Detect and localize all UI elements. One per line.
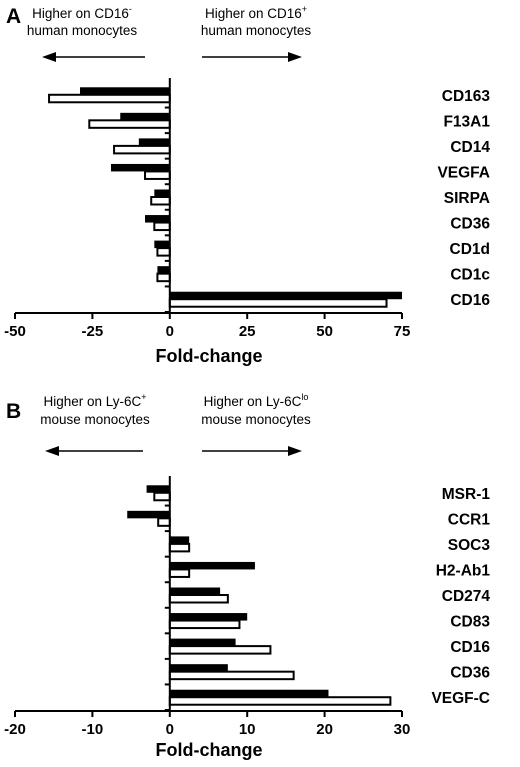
panel-b-bar-filled [169,638,236,647]
panel-b-category-label: CCR1 [448,511,491,528]
panel-a-category-label: CD163 [442,88,491,105]
panel-a-x-tick-label: -25 [82,323,104,340]
panel-a-category-label: CD1d [450,241,490,258]
panel-b-x-tick-label: 10 [239,721,256,738]
panel-a-bar-open [144,170,171,180]
panel-b-bar-open [168,594,229,604]
panel-b-x-tick-label: -10 [82,721,104,738]
panel-b-category-label: CD16 [450,639,490,656]
panel-a-bar-open [168,298,388,308]
panel-a-x-tick-label: 0 [166,323,174,340]
panel-a-plot: CD163 F13A1 CD14 VEGFA SIRPA CD36 CD1d CD1c CD16… [4,78,490,340]
panel-b-bar-open [168,542,191,553]
panel-b-bar-filled [169,689,329,698]
panel-a-bar-open [48,93,171,104]
panel-b-category-label: CD274 [442,588,491,605]
panel-a-bar-open [150,196,171,206]
panel-a-bar-filled [154,240,170,249]
panel-b-category-label: MSR-1 [442,486,491,503]
panel-a-bar-filled [157,266,170,274]
panel-b-category-label: CD83 [450,614,490,631]
panel-a-bar-filled [110,163,170,172]
panel-b-left-note-line2: mouse monocytes [40,412,150,427]
panel-b-bar-open [168,568,191,578]
panel-b-category-label: H2-Ab1 [436,562,491,579]
panel-a-bar-filled [169,291,402,300]
panel-b-bar-filled [169,664,228,672]
panel-b-xlabel: Fold-change [156,740,263,760]
panel-b-category-label: VEGF-C [431,690,490,707]
panel-b-x-tick-label: 20 [316,721,333,738]
panel-b-left-note-line1: Higher on Ly-6C+ [43,392,146,409]
panel-b-category-label: CD36 [450,665,490,682]
panel-b-bar-open [168,696,392,706]
panel-a-bar-open [153,221,171,232]
panel-b-x-tick-label: 30 [394,721,411,738]
panel-b-category-label: SOC3 [448,537,491,554]
panel-b-plot: MSR-1 CCR1 SOC3 H2-Ab1 CD274 CD83 CD16 CD36 VEGF… [4,476,490,738]
panel-a-bar-open [88,119,171,129]
panel-a-bar-filled [80,87,170,95]
panel-b-letter: B [6,400,21,423]
panel-a-bar-filled [138,138,170,146]
panel-a-right-arrow [202,52,302,62]
panel-b-bar-filled [169,587,221,595]
panel-b-bar-open [153,491,171,502]
panel-a-x-tick-label: 50 [316,323,333,340]
panel-a-right-note-line1: Higher on CD16+ [205,4,307,21]
panel-a-xlabel: Fold-change [156,346,263,366]
panel-b-x-tick-label: 0 [166,721,174,738]
panel-a-right-note-line2: human monocytes [201,23,312,38]
panel-b-bar-open [157,517,171,527]
panel-b-right-arrow [202,446,302,456]
panel-b-bar-open [168,645,272,655]
panel-a-bar-filled [145,215,170,223]
panel-b-bar-filled [146,485,170,493]
panel-a-bar-filled [154,189,170,197]
panel-a-category-label: CD16 [450,292,490,309]
panel-a-category-label: CD36 [450,216,490,233]
panel-b-bar-filled [127,510,170,519]
panel-a-category-label: F13A1 [443,113,490,130]
panel-a-x-tick-label: 25 [239,323,256,340]
panel-a-bar-open [113,144,171,155]
panel-b-bar-filled [169,613,248,621]
panel-a-left-note-line2: human monocytes [27,23,138,38]
panel-b-x-tick-label: -20 [4,721,26,738]
panel-a-x-tick-label: 75 [394,323,411,340]
panel-a-category-label: CD1c [450,267,490,284]
panel-a-category-label: CD14 [450,139,490,156]
panel-b-right-note-line2: mouse monocytes [201,412,311,427]
panel-b-bar-filled [169,536,190,544]
panel-a-left-arrow [42,52,145,62]
panel-a-bar-filled [120,112,170,121]
panel-a-category-label: SIRPA [444,190,490,207]
panel-b-bar-open [168,619,241,630]
panel-b-right-note-line1: Higher on Ly-6Clo [204,392,309,409]
panel-b-left-arrow [45,446,143,456]
panel-a-left-note-line1: Higher on CD16- [32,4,132,21]
panel-a-letter: A [6,5,21,28]
panel-a-x-tick-label: -50 [4,323,26,340]
panel-b-bar-open [168,670,295,681]
panel-a-bar-open [156,272,171,283]
panel-a-bar-open [156,247,171,257]
panel-b-bar-filled [169,561,255,570]
panel-a-category-label: VEGFA [437,164,490,181]
